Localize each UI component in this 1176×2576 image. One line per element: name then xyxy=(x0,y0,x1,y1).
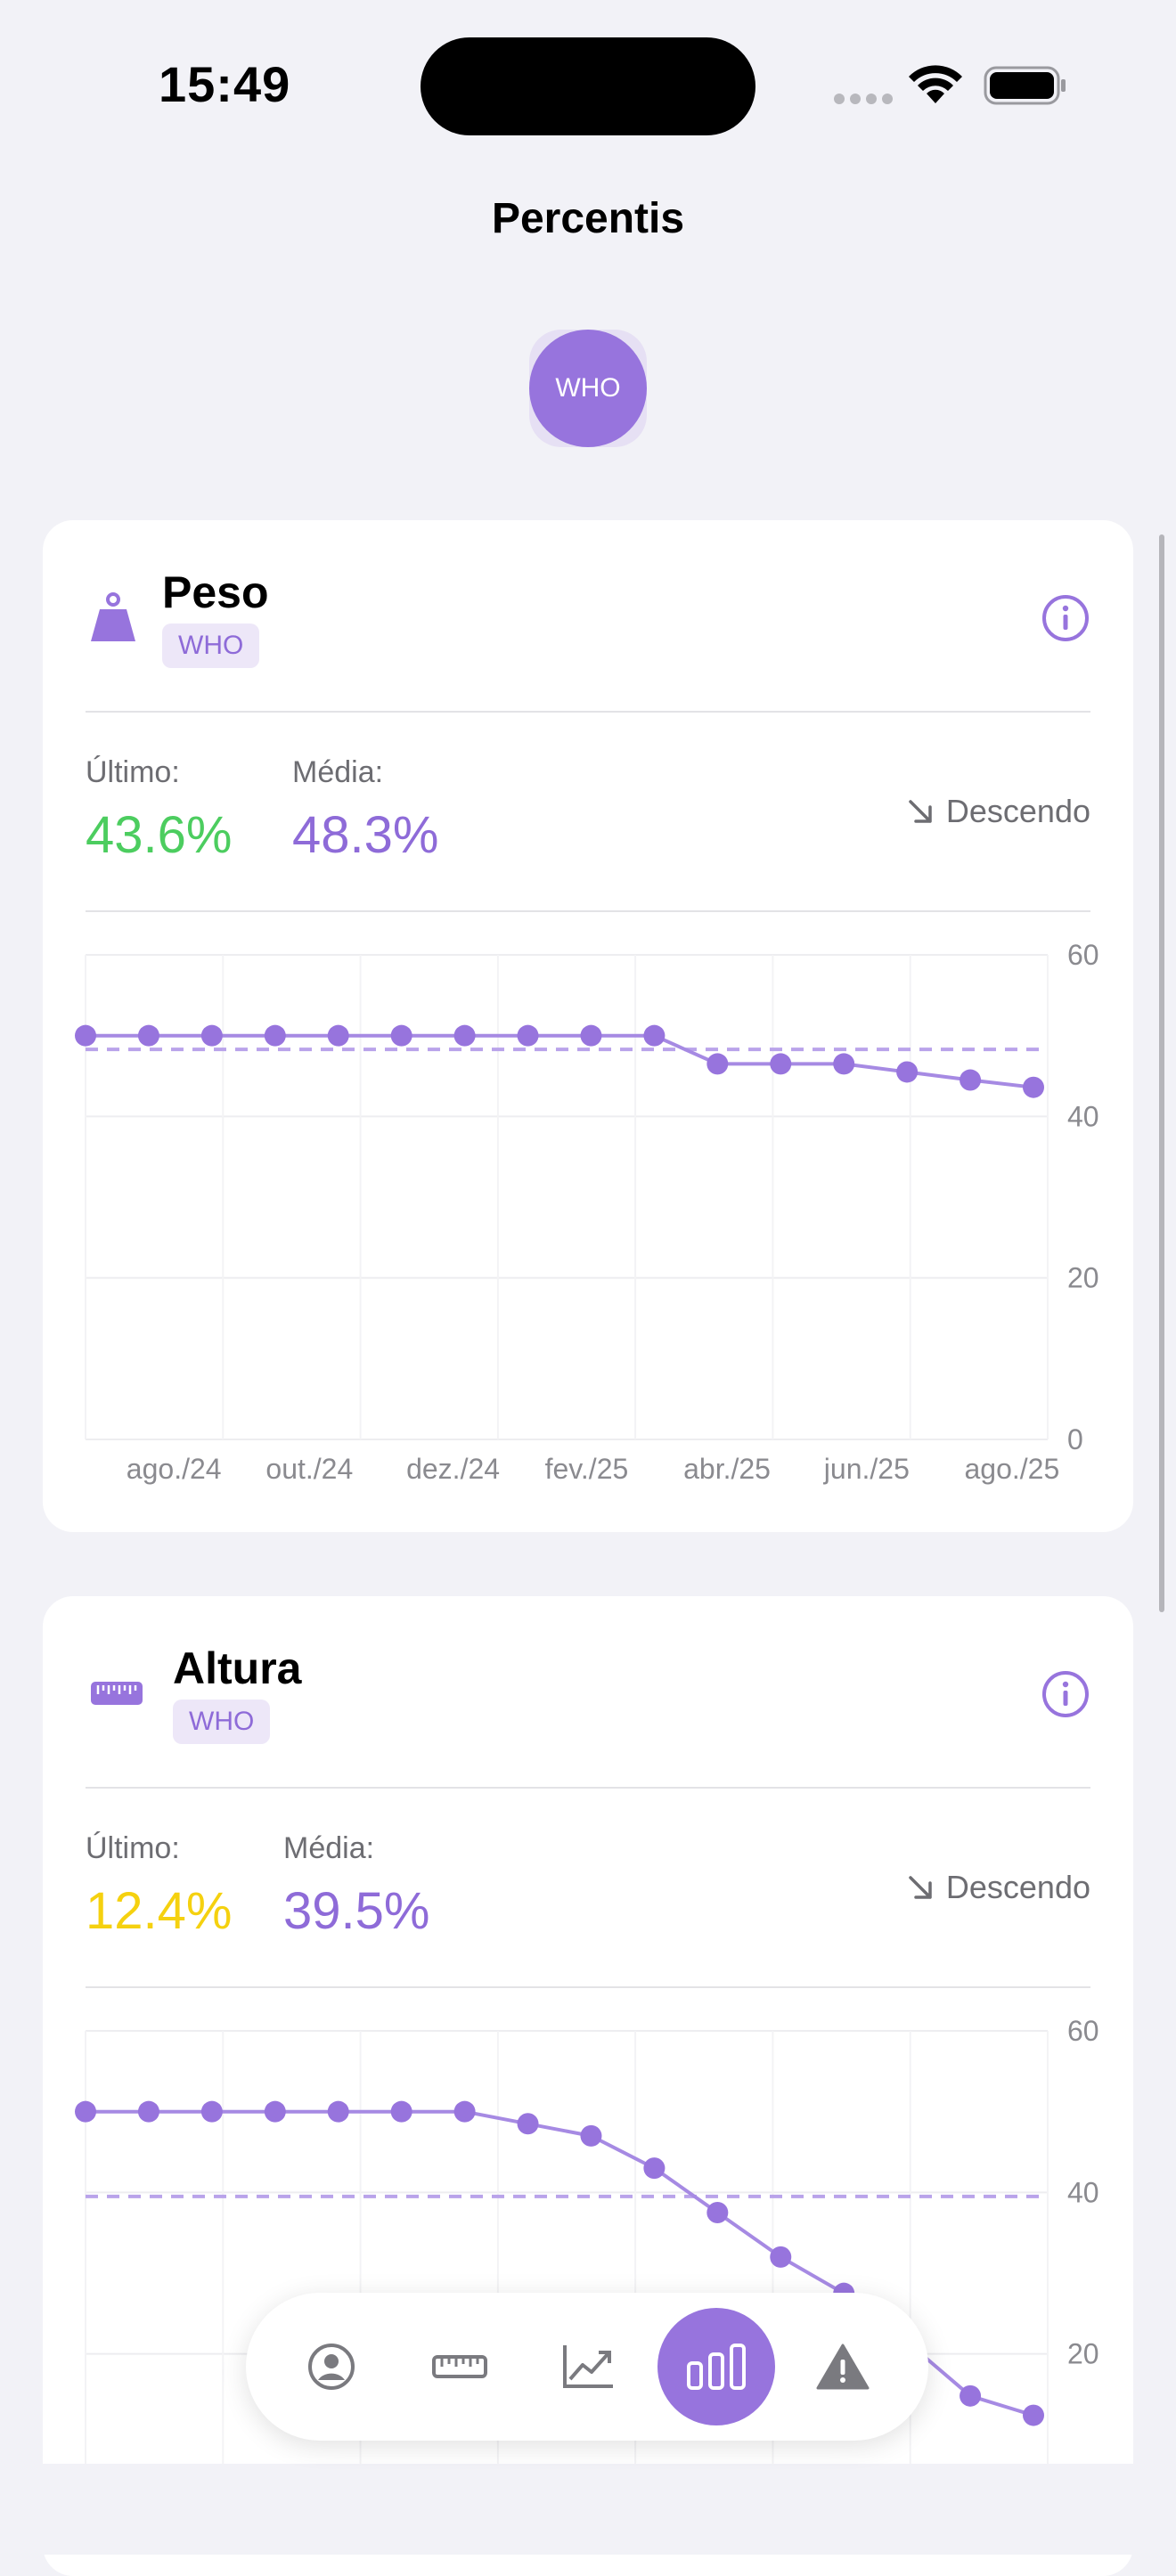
last-label: Último: xyxy=(86,1831,180,1865)
data-point xyxy=(706,1053,729,1075)
data-point xyxy=(960,2384,982,2407)
wifi-icon xyxy=(909,65,962,103)
growth-chart-icon xyxy=(563,2345,613,2388)
y-tick-label: 60 xyxy=(1067,939,1099,971)
trend-down-icon xyxy=(909,1876,932,1899)
y-tick-label: 40 xyxy=(1067,2176,1099,2208)
last-label: Último: xyxy=(86,755,180,789)
tab-bar xyxy=(246,2293,928,2441)
data-point xyxy=(137,1024,159,1047)
home-indicator-area xyxy=(0,2464,1176,2555)
y-tick-label: 20 xyxy=(1067,2338,1099,2370)
who-standard-button[interactable]: WHO xyxy=(529,330,647,447)
cellular-signal-icon xyxy=(834,93,898,109)
average-value: 48.3% xyxy=(292,806,439,864)
y-tick-label: 20 xyxy=(1067,1262,1099,1294)
x-tick-label: dez./24 xyxy=(406,1453,500,1485)
profile-icon xyxy=(308,2344,355,2390)
trend-indicator: Descendo xyxy=(905,793,1090,830)
data-point xyxy=(75,1024,96,1047)
average-label: Média: xyxy=(292,755,384,789)
growth-standard-selector: WHO xyxy=(529,330,647,447)
data-point xyxy=(327,2100,349,2123)
battery-icon xyxy=(984,66,1066,105)
dynamic-island xyxy=(421,37,755,135)
data-point xyxy=(833,1053,855,1075)
data-point xyxy=(390,2100,412,2123)
y-tick-label: 0 xyxy=(1067,1423,1083,1455)
trend-label: Descendo xyxy=(945,793,1090,829)
data-point xyxy=(643,2157,666,2180)
data-point xyxy=(137,2100,159,2123)
weight-icon xyxy=(91,592,135,641)
trend-indicator: Descendo xyxy=(905,1869,1090,1906)
data-point xyxy=(580,2124,602,2147)
weight-percentile-chart: 60 40 20 0 ago./24 out./24 dez./24 fev./25 abr./… xyxy=(75,939,1099,1485)
status-time: 15:49 xyxy=(159,56,291,112)
data-point xyxy=(264,2100,286,2123)
warning-icon xyxy=(816,2344,870,2390)
height-percentile-chart: 60 40 20 xyxy=(75,2015,1099,2516)
data-point xyxy=(453,1024,476,1047)
data-point xyxy=(327,1024,349,1047)
series-line xyxy=(86,1033,1034,1089)
ruler-icon xyxy=(432,2355,487,2378)
scrollbar[interactable] xyxy=(1159,534,1164,1612)
data-point xyxy=(517,1024,539,1047)
last-value: 43.6% xyxy=(86,806,233,864)
info-icon[interactable] xyxy=(1041,593,1090,643)
data-point xyxy=(580,1024,602,1047)
data-point xyxy=(517,2113,539,2135)
x-tick-label: out./24 xyxy=(265,1453,353,1485)
x-tick-label: abr./25 xyxy=(683,1453,771,1485)
percentile-bars-icon xyxy=(687,2344,746,2390)
x-tick-label: ago./25 xyxy=(964,1453,1059,1485)
data-point xyxy=(200,2100,223,2123)
x-tick-label: jun./25 xyxy=(823,1453,910,1485)
page-title: Percentis xyxy=(491,195,685,242)
data-point xyxy=(706,2202,729,2223)
divider xyxy=(86,1787,1090,1789)
divider xyxy=(86,1986,1090,1988)
data-point xyxy=(75,2100,96,2123)
last-value: 12.4% xyxy=(86,1882,233,1940)
ruler-icon xyxy=(91,1682,143,1705)
x-tick-label: fev./25 xyxy=(545,1453,629,1485)
trend-label: Descendo xyxy=(945,1869,1090,1905)
divider xyxy=(86,910,1090,912)
data-point xyxy=(896,1061,919,1083)
weight-percentile-card: Peso WHO Último: 43.6% Média: 48.3% Desc… xyxy=(43,520,1133,1532)
standard-badge: WHO xyxy=(162,624,260,668)
data-point xyxy=(264,1024,286,1047)
data-point xyxy=(200,1024,223,1047)
tab-alerts[interactable] xyxy=(789,2313,896,2420)
data-point xyxy=(770,1053,792,1075)
tab-percentiles[interactable] xyxy=(657,2308,775,2425)
y-tick-label: 40 xyxy=(1067,1100,1099,1132)
y-tick-label: 60 xyxy=(1067,2015,1099,2047)
data-point xyxy=(390,1024,412,1047)
divider xyxy=(86,711,1090,713)
data-point xyxy=(1023,2404,1044,2426)
standard-badge: WHO xyxy=(173,1700,271,1744)
data-point xyxy=(453,2100,476,2123)
data-point xyxy=(770,2246,792,2268)
status-bar: 15:49 xyxy=(0,0,1176,135)
trend-down-icon xyxy=(909,800,932,823)
tab-profile[interactable] xyxy=(278,2313,385,2420)
x-tick-label: ago./24 xyxy=(127,1453,222,1485)
card-title: Peso xyxy=(162,567,269,617)
data-point xyxy=(1023,1076,1044,1098)
average-label: Média: xyxy=(283,1831,375,1865)
tab-measurements[interactable] xyxy=(406,2313,513,2420)
info-icon[interactable] xyxy=(1041,1669,1090,1719)
data-point xyxy=(643,1024,666,1047)
tab-growth-chart[interactable] xyxy=(535,2313,641,2420)
card-title: Altura xyxy=(173,1643,302,1693)
data-point xyxy=(960,1069,982,1091)
average-value: 39.5% xyxy=(283,1882,430,1940)
